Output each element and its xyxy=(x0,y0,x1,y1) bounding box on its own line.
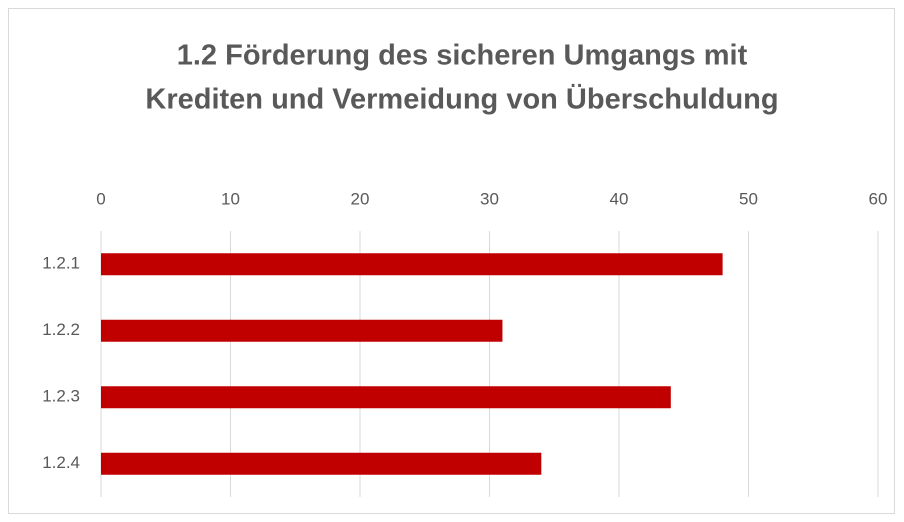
bar xyxy=(101,452,542,475)
bar xyxy=(101,386,671,409)
x-tick-label: 10 xyxy=(221,189,240,208)
chart-title: 1.2 Förderung des sicheren Umgangs mit xyxy=(177,40,748,72)
x-tick-label: 40 xyxy=(610,189,629,208)
bar xyxy=(101,253,723,276)
x-tick-label: 50 xyxy=(739,189,758,208)
x-tick-label: 60 xyxy=(869,189,888,208)
y-tick-label: 1.2.4 xyxy=(42,453,80,472)
chart-title: Krediten und Vermeidung von Überschuldun… xyxy=(145,83,778,116)
x-tick-label: 30 xyxy=(480,189,499,208)
bar xyxy=(101,319,503,342)
x-tick-label: 20 xyxy=(351,189,370,208)
y-tick-label: 1.2.3 xyxy=(42,387,80,406)
y-tick-label: 1.2.1 xyxy=(42,254,80,273)
x-tick-label: 0 xyxy=(96,189,105,208)
y-tick-label: 1.2.2 xyxy=(42,320,80,339)
